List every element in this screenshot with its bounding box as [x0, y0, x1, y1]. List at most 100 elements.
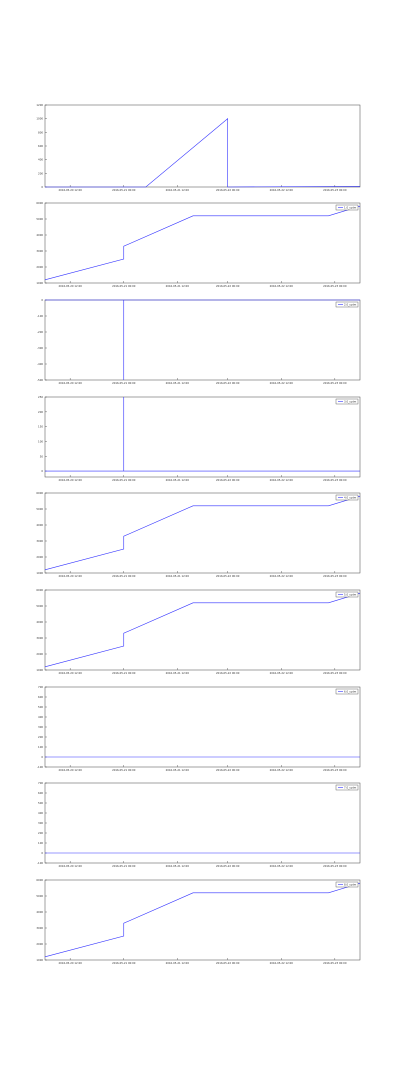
x-tick-label: 2016-05-22 12:00: [270, 284, 294, 288]
legend-label: 3.0_uptm: [344, 400, 357, 404]
y-tick-label: 4000: [36, 233, 43, 237]
x-tick-label: 2016-05-20 12:00: [59, 768, 83, 772]
x-tick-label: 2016-05-20 12:00: [59, 188, 83, 192]
plot-frame: [44, 589, 361, 671]
y-tick-label: 300: [38, 725, 43, 729]
legend-box: [335, 301, 359, 308]
y-tick-label: 1000: [36, 117, 43, 121]
x-tick-label: 2016-05-21 00:00: [112, 671, 136, 675]
x-tick-label: 2016-05-23 00:00: [323, 284, 347, 288]
x-tick-label: 2016-05-20 12:00: [59, 478, 83, 482]
x-tick-label: 2016-05-21 00:00: [112, 961, 136, 965]
legend-label: 4.0_uptm: [344, 496, 357, 500]
x-tick-label: 2016-05-21 00:00: [112, 284, 136, 288]
y-tick-label: -100: [37, 765, 43, 769]
chart: -500 -400 -300 -200 -100 0 2016-05-20 12:00 201…: [37, 298, 361, 385]
y-tick-label: 1200: [36, 103, 43, 107]
y-tick-label: 6000: [36, 201, 43, 205]
series-line: [44, 205, 361, 281]
x-tick-label: 2016-05-22 00:00: [216, 478, 240, 482]
legend-box: [335, 398, 359, 405]
x-tick-label: 2016-05-23 00:00: [323, 381, 347, 385]
x-tick-label: 2016-05-21 12:00: [166, 574, 190, 578]
y-tick-label: 3000: [36, 926, 43, 930]
y-tick-label: -500: [37, 378, 43, 382]
x-tick-label: 2016-05-21 12:00: [166, 961, 190, 965]
y-tick-label: 150: [38, 425, 43, 429]
legend-label: 2.0_uptm: [344, 303, 357, 307]
x-tick-label: 2016-05-22 00:00: [216, 768, 240, 772]
x-tick-label: 2016-05-21 12:00: [166, 864, 190, 868]
chart: 1000 2000 3000 4000 5000 6000 2016-05-20 12:00…: [36, 201, 361, 288]
x-tick-label: 2016-05-20 12:00: [59, 961, 83, 965]
x-tick-label: 2016-05-22 12:00: [270, 864, 294, 868]
x-tick-label: 2016-05-23 00:00: [323, 188, 347, 192]
y-tick-label: 50: [40, 454, 44, 458]
x-tick-label: 2016-05-20 12:00: [59, 284, 83, 288]
legend-box: [335, 881, 359, 888]
x-tick-label: 2016-05-23 00:00: [323, 961, 347, 965]
y-tick-label: 800: [38, 130, 43, 134]
series-line: [44, 495, 361, 571]
series-line: [45, 397, 360, 472]
x-tick-label: 2016-05-20 12:00: [59, 864, 83, 868]
y-tick-label: 2000: [36, 652, 43, 656]
y-tick-label: 5000: [36, 604, 43, 608]
y-tick-label: 2000: [36, 555, 43, 559]
x-tick-label: 2016-05-22 00:00: [216, 961, 240, 965]
plot-frame: [44, 396, 361, 478]
y-tick-label: 1000: [36, 571, 43, 575]
y-tick-label: 200: [38, 735, 43, 739]
chart: 1000 2000 3000 4000 5000 6000 2016-05-20 12:00…: [36, 588, 361, 675]
y-tick-label: 3000: [36, 249, 43, 253]
plot-frame: [44, 202, 361, 284]
y-tick-label: 6000: [36, 491, 43, 495]
legend-label: 1.0_uptm: [344, 206, 357, 210]
y-tick-label: 400: [38, 715, 43, 719]
y-tick-label: 0: [41, 469, 43, 473]
y-tick-label: -300: [37, 346, 43, 350]
x-tick-label: 2016-05-21 12:00: [166, 284, 190, 288]
y-tick-label: 3000: [36, 636, 43, 640]
y-tick-label: 1000: [36, 281, 43, 285]
x-tick-label: 2016-05-21 00:00: [112, 574, 136, 578]
y-tick-label: 4000: [36, 523, 43, 527]
plot-frame: [44, 104, 361, 188]
y-tick-label: 250: [38, 395, 43, 399]
chart: 1000 2000 3000 4000 5000 6000 2016-05-20 12:00…: [36, 878, 361, 965]
legend-box: [335, 204, 359, 211]
y-tick-label: 5000: [36, 217, 43, 221]
x-tick-label: 2016-05-21 00:00: [112, 478, 136, 482]
x-tick-label: 2016-05-21 12:00: [166, 188, 190, 192]
chart: -100 0 100 200 300 400 500 600 700 2016-05-20 12:…: [37, 781, 361, 868]
x-tick-label: 2016-05-22 00:00: [216, 864, 240, 868]
y-tick-label: 6000: [36, 878, 43, 882]
chart: 0 200 400 600 800 1000 1200 2016-05-20 12:00 201…: [36, 103, 361, 192]
y-tick-label: -100: [37, 861, 43, 865]
y-tick-label: 600: [38, 144, 43, 148]
y-tick-label: -200: [37, 330, 43, 334]
x-tick-label: 2016-05-21 00:00: [112, 381, 136, 385]
legend-box: [335, 591, 359, 598]
y-tick-label: 200: [38, 410, 43, 414]
legend-label: 7.0_uptm: [344, 786, 357, 790]
series-line: [45, 299, 360, 380]
x-tick-label: 2016-05-22 00:00: [216, 671, 240, 675]
y-tick-label: 1000: [36, 668, 43, 672]
x-tick-label: 2016-05-20 12:00: [59, 671, 83, 675]
x-tick-label: 2016-05-21 12:00: [166, 671, 190, 675]
plot-frame: [44, 879, 361, 961]
x-tick-label: 2016-05-23 00:00: [323, 478, 347, 482]
y-tick-label: 2000: [36, 265, 43, 269]
y-tick-label: 700: [38, 685, 43, 689]
x-tick-label: 2016-05-22 00:00: [216, 188, 240, 192]
x-tick-label: 2016-05-22 12:00: [270, 381, 294, 385]
x-tick-label: 2016-05-20 12:00: [59, 574, 83, 578]
y-tick-label: 600: [38, 695, 43, 699]
legend-box: [335, 494, 359, 501]
y-tick-label: 5000: [36, 894, 43, 898]
y-tick-label: 4000: [36, 910, 43, 914]
y-tick-label: 100: [38, 841, 43, 845]
y-tick-label: 1000: [36, 958, 43, 962]
